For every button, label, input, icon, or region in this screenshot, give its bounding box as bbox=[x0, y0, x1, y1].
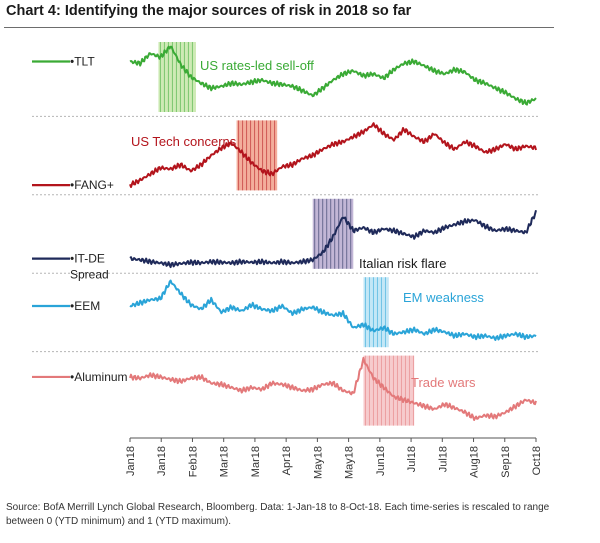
series-line bbox=[129, 122, 537, 188]
annotation-label: EM weakness bbox=[403, 290, 484, 305]
series-label: •TLT bbox=[70, 55, 95, 69]
x-tick-label: Jun18 bbox=[375, 446, 387, 476]
series-label: •IT-DE Spread bbox=[70, 252, 109, 282]
risk-shade bbox=[363, 355, 415, 426]
annotation-label: Trade wars bbox=[411, 375, 476, 390]
risk-shade bbox=[363, 277, 389, 348]
series-line bbox=[129, 45, 537, 106]
x-tick-label: Oct18 bbox=[531, 446, 543, 475]
chart-title: Chart 4: Identifying the major sources o… bbox=[6, 3, 412, 19]
annotation-label: Italian risk flare bbox=[359, 256, 446, 271]
x-tick-label: Mar18 bbox=[219, 446, 231, 477]
x-tick-label: Jan18 bbox=[156, 446, 168, 476]
title-rule bbox=[4, 27, 554, 28]
series-line bbox=[129, 279, 537, 341]
x-tick-label: Aug18 bbox=[469, 446, 481, 478]
x-tick-label: Mar18 bbox=[250, 446, 262, 477]
chart-svg: •TLT •FANG+ •IT-DE Spread •EEM •Aluminum US ra… bbox=[32, 42, 543, 479]
annotation-label: US Tech concerns bbox=[131, 134, 237, 149]
x-tick-label: Sep18 bbox=[500, 446, 512, 478]
x-tick-label: Jul18 bbox=[406, 446, 418, 472]
x-tick-label: Feb18 bbox=[187, 446, 199, 477]
series-label: •FANG+ bbox=[70, 178, 114, 192]
x-tick-label: Jan18 bbox=[125, 446, 137, 476]
x-tick-label: Apr18 bbox=[281, 446, 293, 475]
series-label: •EEM bbox=[70, 299, 100, 313]
annotation-label: US rates-led sell-off bbox=[200, 58, 314, 73]
series-label: •Aluminum bbox=[70, 370, 128, 384]
source-note: Source: BofA Merrill Lynch Global Resear… bbox=[6, 502, 550, 527]
series-line bbox=[129, 356, 537, 421]
series-line bbox=[129, 209, 537, 269]
x-tick-label: Jul18 bbox=[437, 446, 449, 472]
x-tick-label: May18 bbox=[344, 446, 356, 479]
x-tick-label: May18 bbox=[312, 446, 324, 479]
